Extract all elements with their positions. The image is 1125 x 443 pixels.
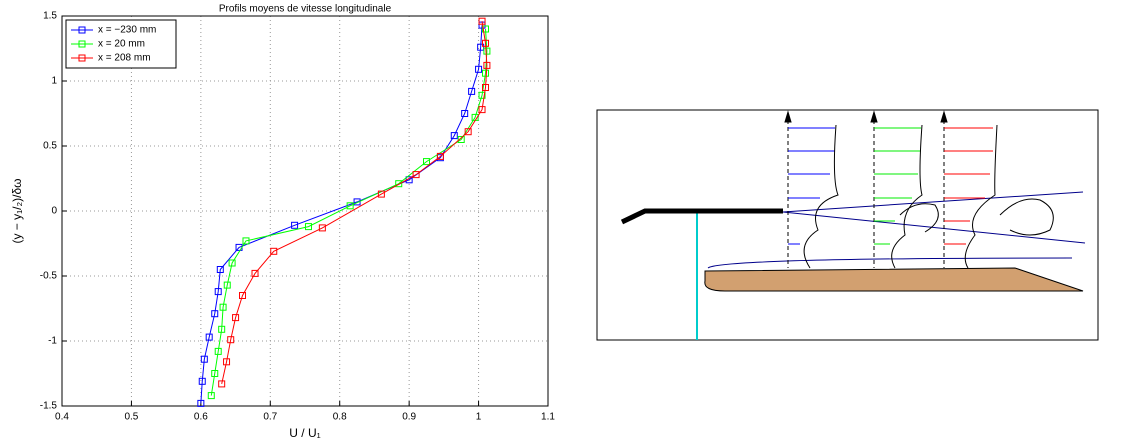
marker	[205, 333, 213, 341]
marker	[304, 223, 312, 231]
x-tick-label: 1	[476, 412, 482, 423]
series-line	[210, 28, 488, 396]
marker	[211, 310, 219, 318]
marker	[219, 303, 227, 311]
x-tick-label: 0.9	[402, 412, 416, 423]
y-tick-label: -1	[48, 336, 57, 347]
chart: 0.4 0.5 0.6 0.7 0.8 0.9 1 1.1 -1.5 -1 -0.5 0 0.5 1 1.5…	[40, 11, 556, 423]
marker	[270, 247, 278, 255]
marker	[483, 61, 491, 69]
y-tick-label: -1.5	[40, 401, 58, 412]
marker	[198, 377, 206, 385]
legend-marker	[78, 40, 86, 48]
vortex	[899, 203, 939, 233]
diagram	[596, 109, 1099, 341]
marker	[228, 259, 236, 267]
marker	[214, 347, 222, 355]
arrow-head	[940, 110, 948, 123]
marker	[423, 158, 430, 166]
marker	[353, 198, 361, 206]
marker	[482, 39, 490, 47]
legend-label: x = 20 mm	[98, 39, 145, 50]
arrow-head	[870, 110, 878, 123]
marker	[239, 292, 247, 299]
legend-marker	[78, 26, 86, 34]
marker	[461, 110, 469, 117]
marker	[436, 152, 444, 160]
marker	[346, 202, 354, 210]
marker	[475, 65, 483, 73]
marker	[200, 355, 208, 363]
profile	[891, 124, 923, 269]
marker	[214, 288, 222, 296]
marker	[457, 136, 465, 143]
marker	[483, 47, 491, 55]
marker	[218, 325, 226, 333]
marker	[218, 380, 226, 388]
marker	[482, 25, 490, 33]
velocity-arrows	[788, 127, 835, 245]
marker	[207, 392, 215, 400]
mixing-edge	[782, 191, 1084, 213]
marker	[232, 314, 240, 322]
y-axis-label: (y − y₁/₂)/δω	[10, 178, 24, 243]
marker	[242, 237, 250, 245]
marker	[251, 269, 259, 277]
x-tick-label: 0.7	[263, 412, 277, 423]
y-tick-label: 0.5	[43, 141, 57, 152]
x-tick-label: 0.6	[194, 412, 208, 423]
marker	[478, 17, 486, 25]
x-tick-label: 1.1	[541, 412, 555, 423]
y-tick-label: -0.5	[40, 271, 58, 282]
plate	[620, 208, 783, 225]
x-tick-label: 0.8	[333, 412, 347, 423]
vortex	[999, 198, 1054, 236]
marker	[211, 370, 219, 377]
series-line	[221, 21, 488, 385]
marker	[291, 221, 299, 229]
marker	[482, 84, 490, 91]
marker	[318, 224, 326, 232]
velocity-arrows	[944, 127, 993, 245]
profile	[803, 124, 839, 269]
axes-frame	[61, 15, 549, 407]
marker	[464, 128, 472, 136]
velocity-arrows	[874, 127, 921, 245]
mixing-edge	[782, 211, 1086, 244]
marker	[223, 281, 231, 289]
legend-label: x = −230 mm	[98, 25, 156, 36]
marker	[478, 91, 486, 99]
y-tick-label: 1.5	[43, 11, 57, 22]
marker	[223, 358, 231, 366]
profile	[964, 124, 998, 269]
marker	[450, 132, 458, 140]
marker	[377, 190, 385, 198]
marker	[482, 69, 490, 77]
arrow-head	[784, 110, 792, 123]
x-axis-label: U / U₁	[289, 426, 320, 440]
y-tick-label: 1	[51, 76, 57, 87]
streamline	[707, 257, 1073, 269]
marker	[197, 399, 205, 407]
marker	[468, 87, 476, 95]
marker	[216, 266, 224, 273]
legend-label: x = 208 mm	[98, 53, 151, 64]
y-tick-label: 0	[51, 206, 57, 217]
diagram-frame	[596, 109, 1099, 341]
marker	[412, 171, 420, 179]
marker	[478, 106, 486, 114]
x-tick-label: 0.5	[124, 412, 138, 423]
legend-marker	[78, 54, 86, 62]
marker	[395, 180, 403, 188]
x-tick-label: 0.4	[55, 412, 69, 423]
legend: x = −230 mm x = 20 mm x = 208 mm	[65, 19, 177, 69]
body	[704, 267, 1084, 292]
marker	[477, 43, 485, 51]
chart-title: Profils moyens de vitesse longitudinale	[219, 4, 392, 15]
marker	[227, 336, 235, 344]
series-line	[200, 25, 483, 404]
